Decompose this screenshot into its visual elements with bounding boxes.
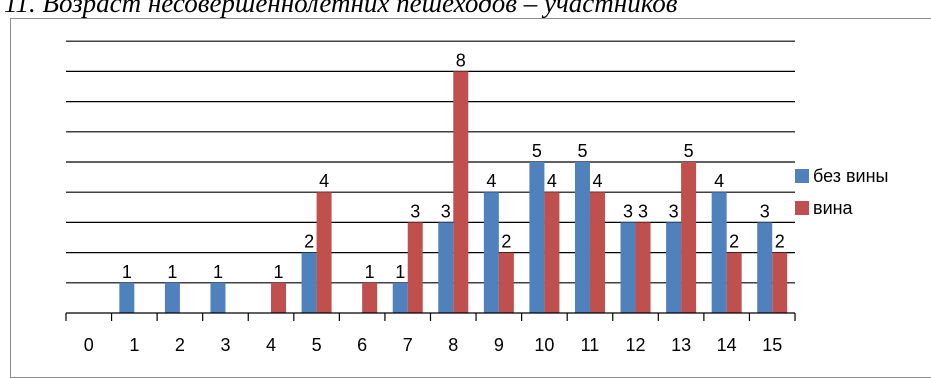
data-label: 4 (592, 171, 602, 191)
bar-vina (681, 162, 697, 313)
x-tick-label: 7 (403, 335, 413, 355)
bar-vina (271, 282, 287, 313)
bar-vina (498, 252, 514, 313)
x-tick-label: 6 (357, 335, 367, 355)
data-label: 3 (441, 201, 451, 221)
bar-bez-viny (666, 222, 682, 313)
data-label: 2 (775, 232, 785, 252)
bar-vina (407, 222, 423, 313)
bar-bez-viny (620, 222, 636, 313)
bar-bez-viny (164, 282, 180, 313)
bar-bez-viny (529, 162, 545, 313)
data-label: 4 (714, 171, 724, 191)
data-label: 1 (167, 262, 177, 282)
bar-vina (635, 222, 651, 313)
legend-swatch (795, 169, 809, 183)
bar-vina (316, 192, 332, 313)
data-label: 3 (760, 201, 770, 221)
legend-label: без вины (813, 166, 888, 186)
data-label: 5 (684, 141, 694, 161)
x-tick-label: 12 (626, 335, 646, 355)
bar-bez-viny (757, 222, 773, 313)
x-tick-label: 2 (175, 335, 185, 355)
data-label: 4 (486, 171, 496, 191)
x-tick-label: 13 (671, 335, 691, 355)
bar-vina (453, 71, 469, 314)
x-tick-label: 15 (762, 335, 782, 355)
x-tick-label: 10 (534, 335, 554, 355)
data-label: 5 (577, 141, 587, 161)
data-label: 2 (501, 232, 511, 252)
bar-bez-viny (392, 282, 408, 313)
bars (119, 71, 788, 314)
data-label: 3 (669, 201, 679, 221)
data-label: 1 (365, 262, 375, 282)
bar-vina (772, 252, 788, 313)
x-axis: 0 1 2 3 4 5 6 7 8 9 10 11 12 13 14 15 (65, 312, 796, 355)
data-label: 2 (304, 232, 314, 252)
data-label: 4 (319, 171, 329, 191)
x-tick-label: 3 (220, 335, 230, 355)
data-label: 1 (274, 262, 284, 282)
bar-bez-viny (483, 192, 499, 313)
data-label: 5 (532, 141, 542, 161)
data-label: 3 (638, 201, 648, 221)
x-tick-label: 1 (129, 335, 139, 355)
x-tick-label: 11 (581, 335, 600, 355)
x-tick-label: 4 (266, 335, 276, 355)
bar-vina (362, 282, 378, 313)
figure-caption: 11. Возраст несовершеннолетних пешеходов… (4, 0, 678, 18)
data-label: 8 (456, 50, 466, 70)
bar-vina (544, 192, 560, 313)
data-label: 1 (395, 262, 405, 282)
legend-swatch (795, 201, 809, 215)
legend-label: вина (813, 198, 854, 218)
data-label: 1 (122, 262, 132, 282)
data-label: 2 (729, 232, 739, 252)
x-tick-label: 14 (717, 335, 737, 355)
x-tick-label: 9 (494, 335, 504, 355)
data-label: 3 (410, 201, 420, 221)
bar-bez-viny (438, 222, 454, 313)
bar-bez-viny (301, 252, 317, 313)
bar-vina (726, 252, 742, 313)
x-tick-label: 5 (312, 335, 322, 355)
x-tick-label: 8 (448, 335, 458, 355)
bar-bez-viny (574, 162, 590, 313)
bar-vina (589, 192, 605, 313)
x-tick-label: 0 (84, 335, 94, 355)
bar-bez-viny (119, 282, 135, 313)
legend: без вины вина (795, 166, 888, 218)
data-label: 4 (547, 171, 557, 191)
bar-bez-viny (210, 282, 226, 313)
data-label: 1 (213, 262, 223, 282)
bar-bez-viny (711, 192, 727, 313)
data-label: 3 (623, 201, 633, 221)
